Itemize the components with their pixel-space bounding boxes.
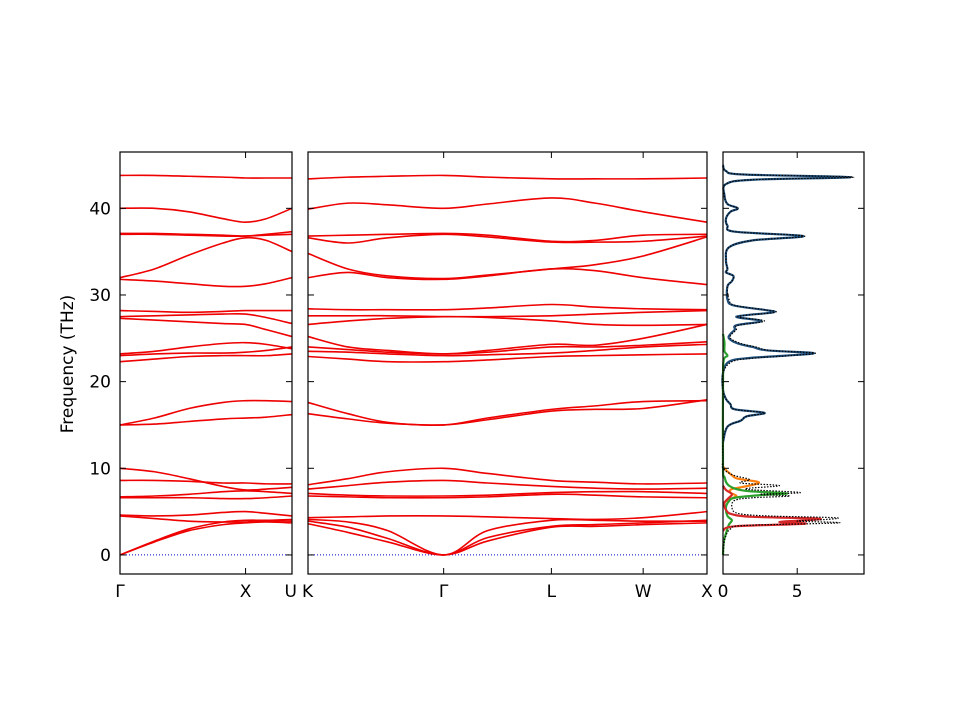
- band-line-17: [119, 276, 293, 288]
- band-line-2: [119, 518, 293, 556]
- band-line-11: [119, 353, 293, 363]
- y-tick-label: 30: [89, 286, 111, 306]
- band-line-6: [119, 490, 293, 498]
- band-line-12: [307, 343, 708, 357]
- band-lines-panel1: [119, 174, 293, 556]
- axis-labels: Frequency (THz): [58, 295, 78, 434]
- band-line-17: [307, 303, 708, 311]
- band-line-14: [307, 323, 708, 355]
- pdos-curve-1: [721, 164, 852, 443]
- band-line-5: [307, 493, 708, 499]
- band-line-11: [307, 353, 708, 363]
- band-line-8: [307, 467, 708, 486]
- band-line-22: [119, 174, 292, 179]
- band-line-16: [119, 309, 292, 314]
- high-symmetry-label: K: [302, 582, 314, 602]
- band-line-18: [119, 236, 293, 279]
- panel1-frame: [119, 151, 293, 575]
- band-line-4: [119, 510, 293, 517]
- band-line-16: [308, 309, 708, 318]
- band-line-22: [307, 197, 708, 223]
- high-symmetry-label: Γ: [115, 582, 125, 602]
- band-line-1: [307, 522, 708, 556]
- band-line-20: [307, 233, 708, 244]
- band-line-19: [307, 236, 708, 280]
- band-line-7: [307, 479, 708, 490]
- band-line-15: [307, 315, 708, 327]
- band-line-18: [307, 267, 708, 286]
- band-line-15: [119, 312, 293, 325]
- band-line-5: [120, 495, 293, 500]
- band-line-23: [307, 174, 708, 180]
- band-line-3: [119, 515, 293, 523]
- band-line-9: [307, 399, 708, 426]
- band-panel-gamma-x-u: Γ X U 0 10 20 30 40: [89, 151, 297, 602]
- total-dos-curve: [721, 164, 855, 555]
- y-tick-label: 10: [89, 459, 111, 479]
- high-symmetry-label: U: [285, 582, 297, 602]
- band-lines-panel2: [307, 174, 708, 556]
- panel2-frame: [307, 151, 708, 575]
- band-line-12: [119, 346, 293, 357]
- panel1-ticks: Γ X U 0 10 20 30 40: [89, 152, 297, 602]
- band-line-1: [119, 521, 293, 556]
- high-symmetry-label: W: [635, 582, 652, 602]
- band-line-13: [119, 341, 293, 355]
- dos-frame: [722, 151, 865, 575]
- y-tick-label: 40: [89, 199, 111, 219]
- x-tick-label: 5: [792, 582, 803, 602]
- band-line-8: [119, 467, 293, 491]
- band-line-19: [119, 233, 293, 237]
- y-tick-label: 0: [100, 546, 111, 566]
- dos-curves: [721, 164, 855, 556]
- band-line-9: [119, 413, 293, 426]
- band-line-21: [307, 232, 708, 243]
- high-symmetry-label: X: [240, 582, 252, 602]
- high-symmetry-label: L: [547, 582, 557, 602]
- high-symmetry-label: Γ: [439, 582, 449, 602]
- x-tick-label: 0: [718, 582, 729, 602]
- y-axis-label: Frequency (THz): [58, 295, 78, 434]
- band-line-21: [119, 207, 293, 223]
- pdos-curve-3: [721, 333, 788, 556]
- band-line-4: [307, 510, 708, 521]
- high-symmetry-label: X: [701, 582, 713, 602]
- band-line-2: [307, 519, 708, 556]
- band-line-10: [307, 399, 708, 426]
- band-line-10: [119, 399, 293, 426]
- band-line-6: [307, 490, 708, 497]
- band-line-14: [119, 317, 293, 338]
- y-tick-label: 20: [89, 373, 111, 393]
- band-line-20: [119, 230, 293, 237]
- band-line-7: [119, 479, 293, 485]
- band-line-3: [307, 518, 708, 556]
- band-line-13: [307, 340, 708, 355]
